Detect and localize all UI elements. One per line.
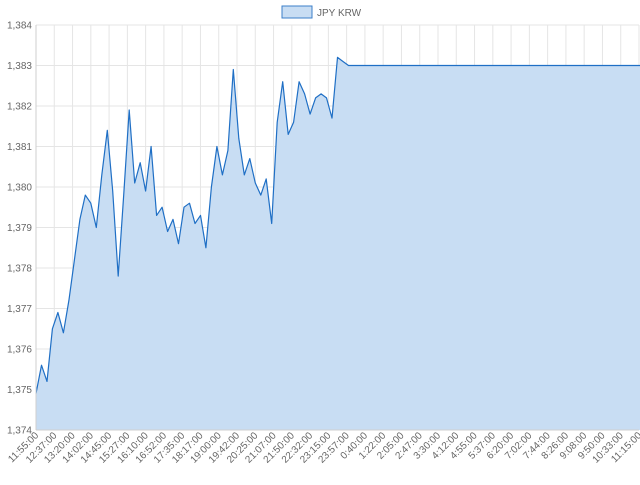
legend[interactable]: JPY KRW (281, 5, 362, 19)
y-tick-label: 1,377 (7, 304, 32, 315)
y-axis: 1,374 1,375 1,376 1,377 1,378 1,379 1,380 1,381… (7, 21, 37, 437)
series-line (35, 56, 640, 394)
y-tick-label: 1,382 (7, 102, 32, 113)
y-tick-label: 1,375 (7, 385, 32, 396)
series-area (35, 56, 640, 430)
y-tick-label: 1,378 (7, 264, 32, 275)
legend-swatch[interactable] (281, 5, 313, 19)
y-tick-label: 1,381 (7, 142, 32, 153)
y-tick-label: 1,383 (7, 61, 32, 72)
y-tick-label: 1,380 (7, 183, 32, 194)
legend-label[interactable]: JPY KRW (317, 8, 362, 19)
y-tick-label: 1,384 (7, 21, 32, 32)
series-fill (36, 57, 640, 430)
y-tick-label: 1,376 (7, 345, 32, 356)
y-tick-label: 1,379 (7, 223, 32, 234)
y-tick-label: 1,374 (7, 426, 32, 437)
x-axis: 11:55:0012:37:0013:20:0014:02:0014:45:00… (6, 429, 640, 466)
